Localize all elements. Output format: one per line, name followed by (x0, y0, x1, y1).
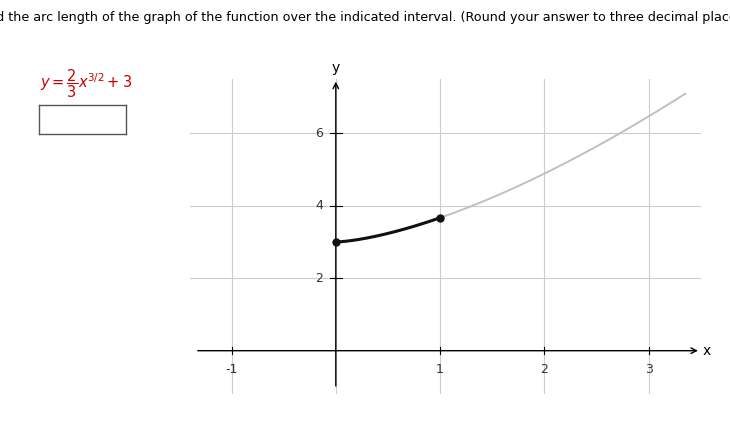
Text: 1: 1 (436, 364, 444, 376)
Text: 2: 2 (540, 364, 548, 376)
Text: 6: 6 (315, 127, 323, 140)
Text: -1: -1 (226, 364, 238, 376)
Text: $y = \dfrac{2}{3}x^{3/2} + 3$: $y = \dfrac{2}{3}x^{3/2} + 3$ (40, 68, 132, 100)
Text: 3: 3 (645, 364, 653, 376)
Text: 2: 2 (315, 272, 323, 285)
Text: Find the arc length of the graph of the function over the indicated interval. (R: Find the arc length of the graph of the … (0, 11, 730, 24)
Text: 4: 4 (315, 199, 323, 212)
Text: y: y (331, 61, 340, 75)
Text: x: x (703, 344, 711, 358)
